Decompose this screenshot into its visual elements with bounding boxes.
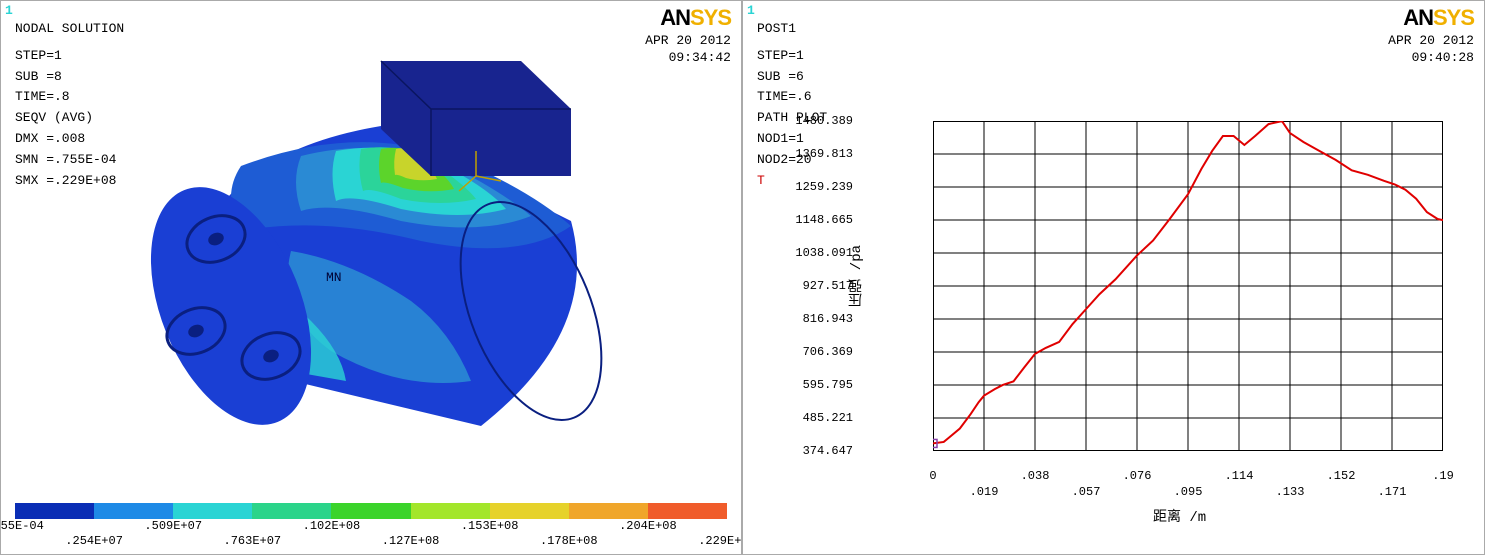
plot-info: POST1 STEP=1 SUB =6 TIME=.6 PATH PLOT NO… xyxy=(757,19,827,191)
x-tick-label: .114 xyxy=(1225,469,1254,483)
colorbar-segment xyxy=(94,503,173,519)
panel-index: 1 xyxy=(747,3,755,18)
logo-sys: SYS xyxy=(1433,5,1474,30)
colorbar-tick-label: .755E-04 xyxy=(0,519,44,533)
y-tick-label: 374.647 xyxy=(803,444,853,458)
colorbar-segment xyxy=(569,503,648,519)
colorbar-segment xyxy=(490,503,569,519)
colorbar-segment xyxy=(411,503,490,519)
time-text: 09:40:28 xyxy=(1388,50,1474,67)
chart-svg xyxy=(933,121,1443,451)
x-tick-label: 0 xyxy=(929,469,936,483)
colorbar-segment xyxy=(331,503,410,519)
colorbar-tick-label: .153E+08 xyxy=(461,519,519,533)
colorbar-tick-label: .763E+07 xyxy=(224,534,282,548)
contour-panel: 1 ANSYS APR 20 2012 09:34:42 NODAL SOLUT… xyxy=(0,0,742,555)
panel-index: 1 xyxy=(5,3,13,18)
y-tick-label: 1259.239 xyxy=(795,180,853,194)
logo-sys: SYS xyxy=(690,5,731,30)
colorbar-tick-label: .127E+08 xyxy=(382,534,440,548)
colorbar-tick-label: .178E+08 xyxy=(540,534,598,548)
x-tick-label-minor: .019 xyxy=(970,485,999,499)
colorbar-tick-label: .509E+07 xyxy=(144,519,202,533)
colorbar-segment xyxy=(648,503,727,519)
fea-contour-plot: MN xyxy=(101,31,661,491)
info-line: STEP=1 xyxy=(757,46,827,67)
timestamp-block: APR 20 2012 09:40:28 xyxy=(1388,33,1474,67)
colorbar-segment xyxy=(15,503,94,519)
color-legend: .755E-04.509E+07.102E+08.153E+08.204E+08… xyxy=(15,503,727,550)
colorbar-tick-label: .204E+08 xyxy=(619,519,677,533)
x-tick-label: .038 xyxy=(1021,469,1050,483)
line-chart: 1480.3891369.8131259.2391148.6651038.091… xyxy=(933,121,1443,451)
x-tick-label: .19 xyxy=(1432,469,1454,483)
x-tick-label-minor: .095 xyxy=(1174,485,1203,499)
colorbar-segment xyxy=(252,503,331,519)
y-tick-label: 706.369 xyxy=(803,345,853,359)
y-tick-label: 485.221 xyxy=(803,411,853,425)
y-tick-label: 1480.389 xyxy=(795,114,853,128)
title-text: POST1 xyxy=(757,19,827,40)
y-tick-label: 1369.813 xyxy=(795,147,853,161)
info-line: TIME=.6 xyxy=(757,87,827,108)
x-tick-label-minor: .133 xyxy=(1276,485,1305,499)
colorbar-segment xyxy=(173,503,252,519)
svg-text:MN: MN xyxy=(326,270,342,285)
colorbar-tick-label: .102E+08 xyxy=(303,519,361,533)
y-tick-label: 927.517 xyxy=(803,279,853,293)
ansys-logo: ANSYS xyxy=(660,5,731,31)
logo-an: AN xyxy=(1403,5,1433,30)
y-tick-label: 816.943 xyxy=(803,312,853,326)
y-tick-label: 1038.091 xyxy=(795,246,853,260)
x-axis-label: 距离 /m xyxy=(1153,506,1206,526)
info-line: SUB =6 xyxy=(757,67,827,88)
x-tick-label-minor: .171 xyxy=(1378,485,1407,499)
y-tick-label: 1148.665 xyxy=(795,213,853,227)
colorbar-tick-label: .254E+07 xyxy=(65,534,123,548)
logo-an: AN xyxy=(660,5,690,30)
ansys-logo: ANSYS xyxy=(1403,5,1474,31)
x-tick-label-minor: .057 xyxy=(1072,485,1101,499)
y-tick-label: 595.795 xyxy=(803,378,853,392)
x-tick-label: .152 xyxy=(1327,469,1356,483)
path-plot-panel: 1 ANSYS APR 20 2012 09:40:28 POST1 STEP=… xyxy=(742,0,1485,555)
date-text: APR 20 2012 xyxy=(1388,33,1474,50)
x-tick-label: .076 xyxy=(1123,469,1152,483)
